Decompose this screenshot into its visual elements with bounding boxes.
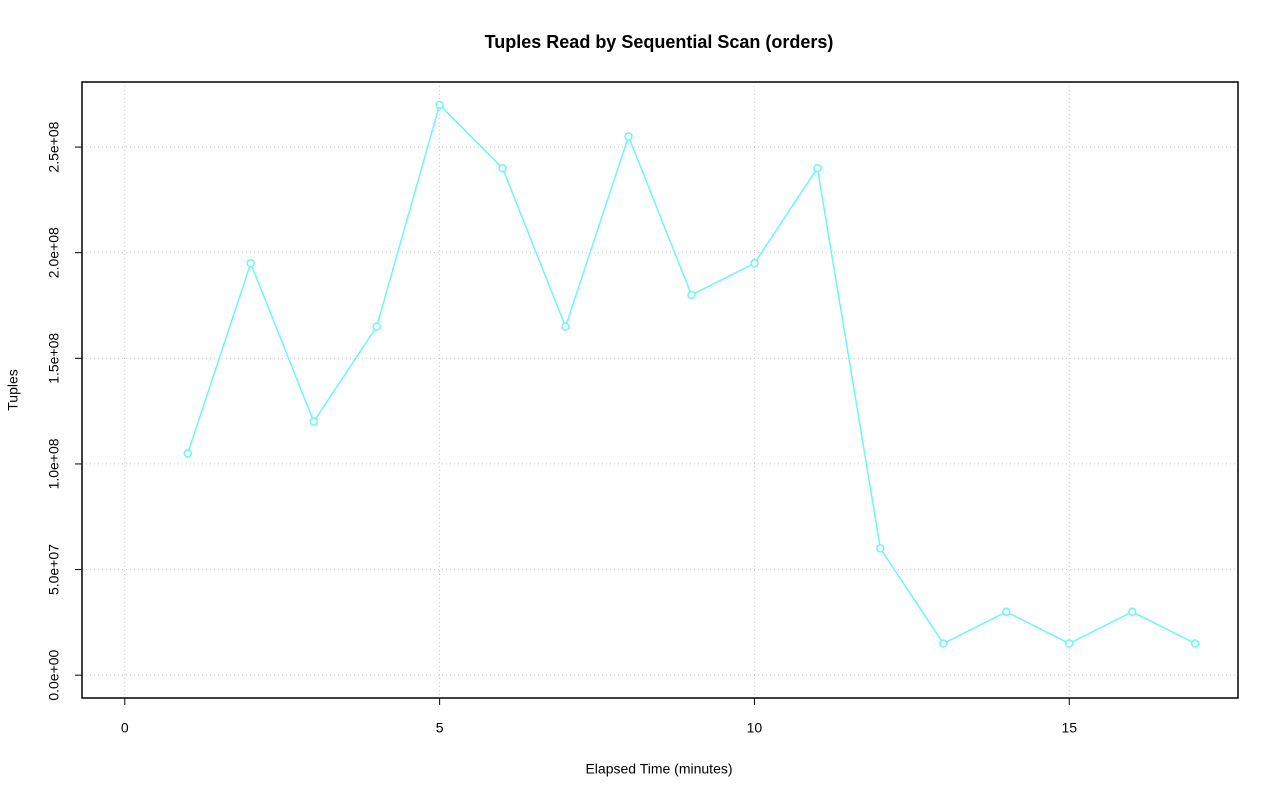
data-point [876,544,885,553]
y-axis-label: Tuples [5,369,21,411]
data-point [498,163,507,173]
x-tick-label: 5 [436,720,444,736]
y-tick-label: 2.0e+08 [46,227,62,278]
data-point [435,100,444,110]
x-tick-label: 15 [1061,720,1077,736]
data-point [939,639,948,648]
chart-title: Tuples Read by Sequential Scan (orders) [485,32,834,52]
y-tick-label: 5.0e+07 [46,544,62,595]
x-tick-label: 10 [747,720,763,736]
data-point [246,259,255,268]
y-tick-label: 1.5e+08 [46,333,62,384]
y-tick-label: 2.5e+08 [46,121,62,172]
data-point [624,132,633,141]
y-tick-label: 1.0e+08 [46,438,62,489]
x-axis-label: Elapsed Time (minutes) [585,761,732,777]
data-point [1127,607,1137,617]
data-point [309,417,318,426]
data-point [183,449,193,458]
data-point [687,290,696,300]
data-point [1190,639,1200,648]
data-point [750,259,759,268]
x-tick-label: 0 [121,720,129,736]
data-point [561,322,570,331]
data-point [1002,607,1011,617]
data-point [1065,639,1074,648]
y-tick-label: 0.0e+00 [46,649,62,700]
data-point [813,163,822,173]
plot-frame [81,81,1239,699]
data-point [372,322,381,331]
